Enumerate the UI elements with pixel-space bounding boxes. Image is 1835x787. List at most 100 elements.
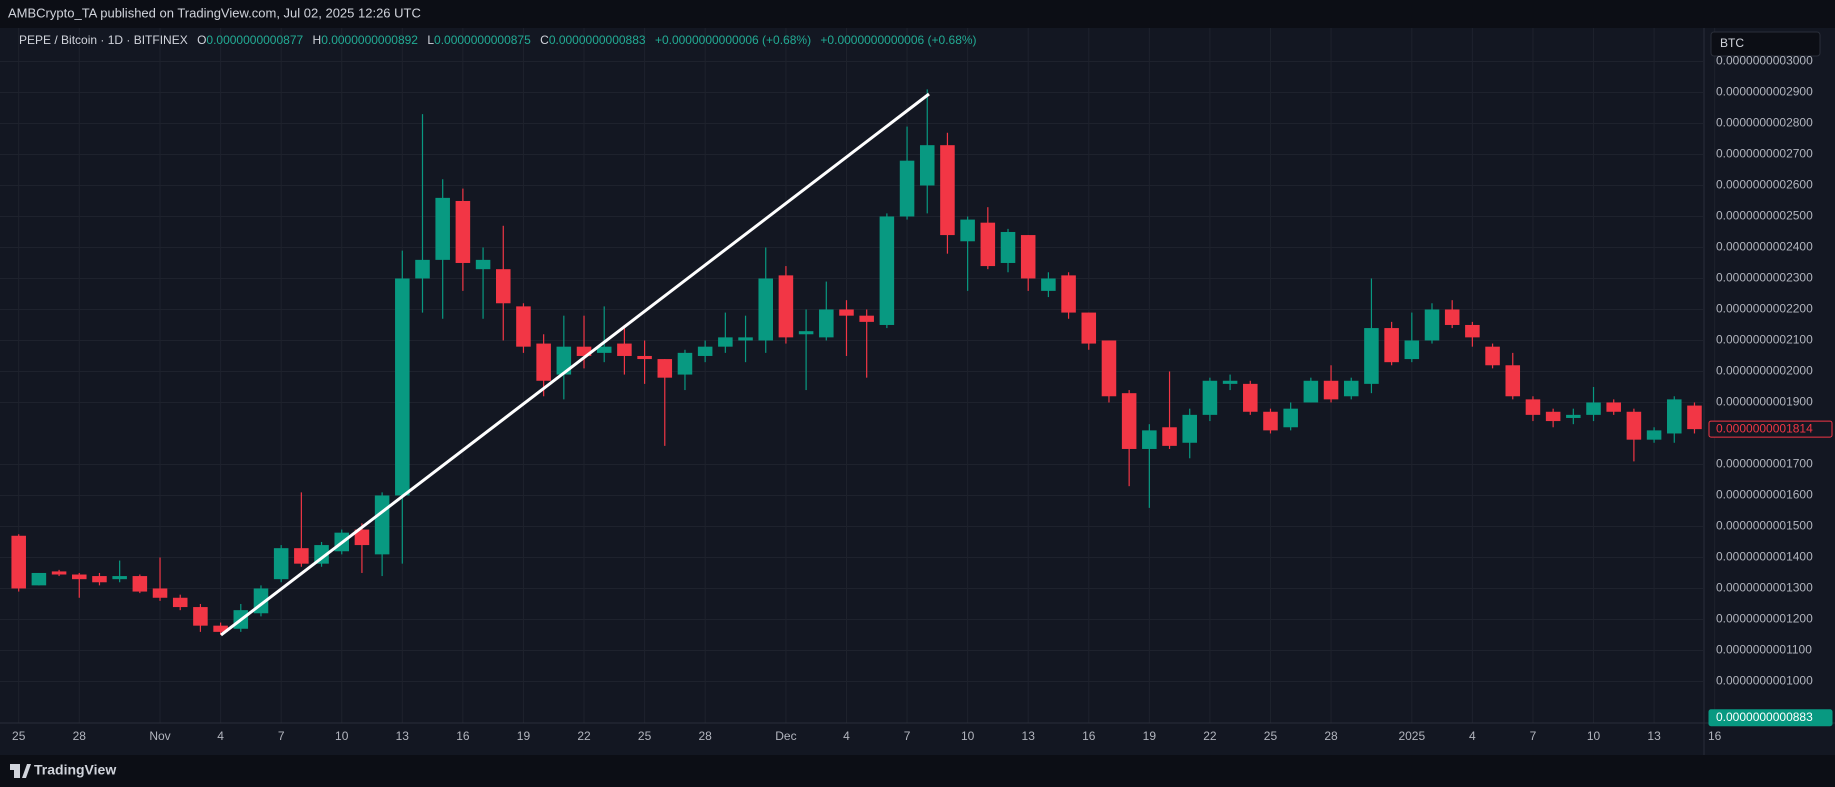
y-tick-label: 0.0000000002600 <box>1716 178 1813 192</box>
x-tick-label: Dec <box>775 729 796 743</box>
footer-bar <box>0 755 1835 787</box>
candle-body <box>31 572 47 586</box>
legend-value: 0.0000000000883 <box>549 33 646 47</box>
candle-body <box>1465 324 1480 338</box>
price-label-box <box>1708 420 1833 438</box>
candle-body <box>1142 430 1157 449</box>
y-tick-label: 0.0000000002100 <box>1716 333 1813 347</box>
candle-body <box>1182 414 1197 443</box>
candle-body <box>1525 399 1541 415</box>
x-tick-label: 22 <box>1203 729 1217 743</box>
y-tick-label: 0.0000000001700 <box>1716 457 1813 471</box>
y-tick-label: 0.0000000001300 <box>1716 581 1813 595</box>
candle-body <box>374 495 390 555</box>
tv-logo <box>10 764 31 778</box>
candle-body <box>51 571 67 575</box>
candle-body <box>758 278 773 341</box>
footer-brand: TradingView <box>34 762 116 778</box>
x-tick-label: 2025 <box>1398 729 1425 743</box>
legend-label: O <box>197 33 206 47</box>
x-tick-label: 13 <box>1647 729 1661 743</box>
candle-body <box>1283 408 1298 428</box>
candle-body <box>475 259 491 270</box>
currency-label[interactable]: BTC <box>1720 36 1744 50</box>
candle-body <box>1323 380 1339 400</box>
logo-part <box>10 764 20 770</box>
candle-body <box>677 352 693 375</box>
candle-body <box>72 574 87 580</box>
candle-body <box>1545 411 1561 422</box>
candle-body <box>859 315 874 322</box>
legend-value: 0.0000000000877 <box>206 33 303 47</box>
candle-body <box>1424 309 1440 341</box>
candle-body <box>1263 411 1278 431</box>
candle-body <box>637 355 652 360</box>
candle-body <box>1020 235 1036 279</box>
candle-body <box>919 145 935 186</box>
candle-body <box>92 576 107 583</box>
candle-body <box>435 197 450 260</box>
candle-body <box>617 343 632 356</box>
candle-body <box>657 359 673 378</box>
x-tick-label: 13 <box>1022 729 1036 743</box>
y-tick-label: 0.0000000001900 <box>1716 395 1813 409</box>
candle-body <box>536 343 551 381</box>
top-bar <box>0 0 1835 28</box>
candle-body <box>839 309 854 316</box>
candle-body <box>1667 399 1682 434</box>
y-tick-label: 0.0000000002900 <box>1716 85 1813 99</box>
price-label: 0.0000000000883 <box>1716 710 1813 724</box>
x-tick-label: 16 <box>1708 729 1722 743</box>
publisher-text: AMBCrypto_TA published on TradingView.co… <box>8 5 421 20</box>
y-tick-label: 0.0000000002400 <box>1716 240 1813 254</box>
candle-body <box>1061 275 1076 313</box>
y-tick-label: 0.0000000001200 <box>1716 612 1813 626</box>
candle-body <box>819 309 834 338</box>
candle-body <box>1162 427 1177 446</box>
candle-body <box>132 576 148 592</box>
legend-change: +0.0000000000006 (+0.68%) <box>820 33 976 47</box>
x-tick-label: Nov <box>149 729 170 743</box>
candle-body <box>516 306 531 347</box>
candle-body <box>697 346 713 356</box>
candle-body <box>1485 346 1500 366</box>
candle-body <box>576 346 592 356</box>
x-tick-label: 16 <box>456 729 470 743</box>
candle-body <box>415 259 430 279</box>
x-tick-label: 10 <box>1587 729 1601 743</box>
candle-body <box>738 337 753 341</box>
candle-body <box>1646 430 1662 440</box>
x-tick-label: 28 <box>73 729 87 743</box>
legend-value: 0.0000000000892 <box>321 33 418 47</box>
y-tick-label: 0.0000000002800 <box>1716 116 1813 130</box>
y-tick-label: 0.0000000001500 <box>1716 519 1813 533</box>
x-tick-label: 7 <box>904 729 911 743</box>
x-tick-label: 25 <box>12 729 26 743</box>
candle-body <box>778 275 794 338</box>
candle-body <box>1121 393 1137 449</box>
price-label-box <box>1708 709 1833 727</box>
x-tick-label: 22 <box>577 729 591 743</box>
candle-body <box>1505 365 1521 397</box>
currency-button[interactable] <box>1710 31 1821 57</box>
legend-label: C <box>540 33 549 47</box>
candle-body <box>1343 380 1359 397</box>
y-tick-label: 0.0000000001000 <box>1716 674 1813 688</box>
candle-body <box>1243 383 1258 412</box>
x-tick-label: 4 <box>217 729 224 743</box>
candle-body <box>1606 402 1621 412</box>
candle-body <box>395 278 410 496</box>
candle-body <box>1000 231 1016 263</box>
legend-label: L <box>427 33 434 47</box>
ohlc-legend: PEPE / Bitcoin · 1D · BITFINEX O0.000000… <box>19 33 977 47</box>
candle-body <box>1041 278 1056 291</box>
y-tick-label: 0.0000000001400 <box>1716 550 1813 564</box>
y-tick-label: 0.0000000003000 <box>1716 54 1813 68</box>
candle-body <box>1303 380 1319 403</box>
candle-body <box>1202 380 1218 415</box>
candle-body <box>152 588 168 598</box>
candle-body <box>1444 309 1460 325</box>
candle-body <box>798 331 814 335</box>
y-tick-label: 0.0000000002700 <box>1716 147 1813 161</box>
